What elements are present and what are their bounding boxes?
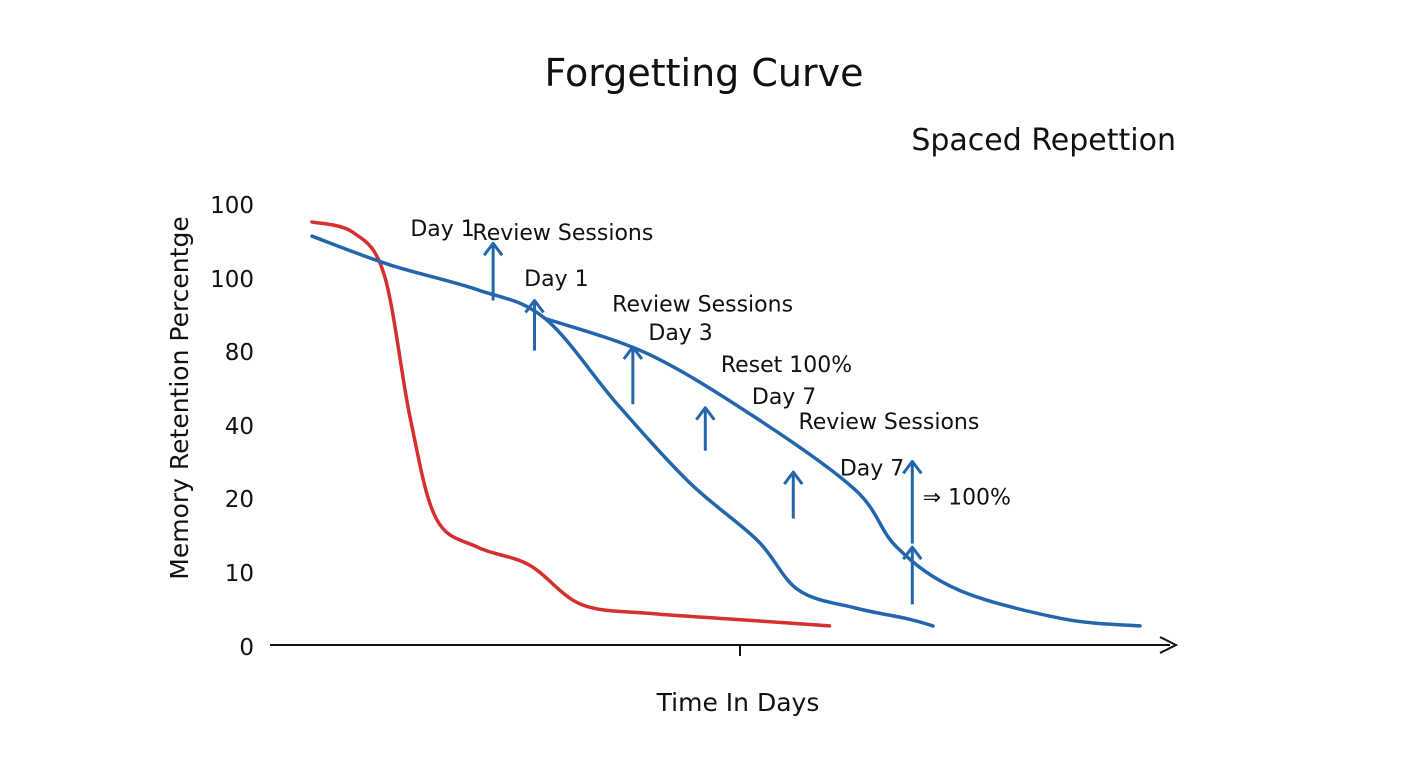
annotation-label: Reset 100% — [721, 353, 852, 378]
review-arrow-icon — [622, 345, 644, 405]
annotation-label: Review Sessions — [472, 221, 653, 246]
review-arrow-icon — [695, 406, 716, 451]
review-arrow-icon — [902, 459, 923, 544]
spaced-repetition-line-1 — [310, 234, 935, 628]
series-layer — [310, 220, 1142, 628]
review-arrow-icon — [902, 545, 923, 605]
forgetting-curve-line — [310, 220, 832, 628]
annotation-label: Day 7 — [840, 457, 904, 482]
chart-subtitle: Spaced Repettion — [911, 123, 1176, 158]
review-arrow-icon — [524, 299, 545, 351]
annotation-label: Day 3 — [648, 321, 712, 346]
y-tick-label: 80 — [225, 340, 254, 366]
y-tick-label: 10 — [225, 561, 254, 587]
y-tick-label: 100 — [210, 193, 254, 219]
x-axis-label: Time In Days — [656, 688, 820, 717]
spaced-repetition-line-2 — [543, 316, 1142, 628]
review-arrow-icon — [783, 470, 804, 519]
x-axis-arrowhead — [1159, 636, 1179, 654]
y-tick-label: 20 — [225, 487, 254, 513]
y-tick-label: 0 — [239, 635, 254, 661]
review-arrow-icon — [482, 241, 504, 301]
y-axis-label: Memory Retention Percentge — [165, 216, 194, 579]
y-tick-label: 40 — [225, 414, 254, 440]
annotation-label: Day 7 — [752, 385, 816, 410]
annotation-label: Day 1 — [524, 267, 588, 292]
chart-title: Forgetting Curve — [545, 51, 864, 95]
y-axis-ticks: 100 100 80 40 20 10 0 — [210, 193, 254, 661]
review-arrows — [482, 241, 923, 605]
annotation-label: Review Sessions — [798, 410, 979, 435]
y-tick-label: 100 — [210, 267, 254, 293]
annotation-label: Day 1 — [410, 217, 474, 242]
annotation-label: Review Sessions — [612, 292, 793, 317]
annotation-label: ⇒ 100% — [923, 485, 1011, 510]
x-axis — [270, 636, 1179, 656]
